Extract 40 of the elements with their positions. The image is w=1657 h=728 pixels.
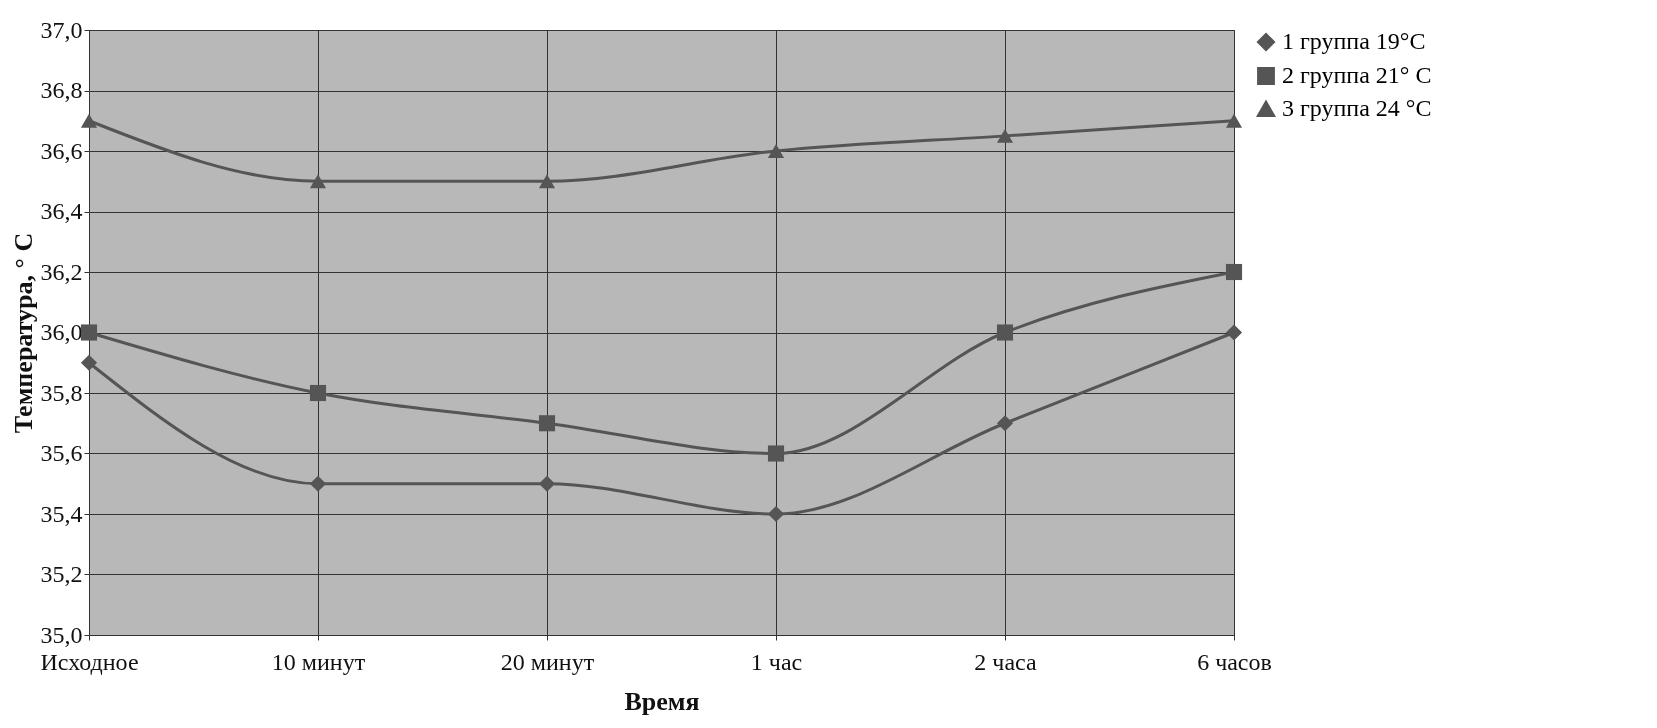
- y-axis-title: Температура, ° C: [8, 232, 38, 434]
- point: [1225, 324, 1243, 341]
- y-tick-label: 36,2: [40, 258, 83, 285]
- legend-label: 2 группа 21° C: [1282, 62, 1432, 88]
- x-tick-label: 1 час: [750, 648, 803, 675]
- point: [538, 174, 556, 189]
- x-tick-label: 2 часа: [974, 648, 1037, 675]
- point: [80, 324, 98, 341]
- y-tick-label: 36,4: [40, 198, 83, 224]
- legend-label: 3 группа 24 °C: [1282, 95, 1432, 121]
- y-tick-label: 36,6: [40, 137, 83, 164]
- point: [767, 445, 785, 462]
- x-tick-label: 6 часов: [1197, 648, 1272, 675]
- y-tick-label: 37,0: [40, 16, 83, 43]
- point: [996, 128, 1014, 143]
- point: [80, 113, 98, 128]
- point: [538, 475, 556, 492]
- point: [309, 384, 327, 402]
- y-tick-label: 35,4: [40, 500, 83, 527]
- point: [538, 415, 556, 432]
- y-tick-label: 35,2: [40, 561, 83, 587]
- x-tick-label: Исходное: [40, 648, 139, 675]
- point: [309, 174, 327, 189]
- y-tick-label: 35,8: [40, 379, 83, 406]
- y-tick-label: 35,0: [40, 621, 83, 648]
- y-tick-label: 36,0: [40, 319, 83, 345]
- point: [996, 324, 1014, 341]
- point: [996, 415, 1014, 432]
- point: [1225, 113, 1243, 128]
- x-tick-label: 10 минут: [271, 648, 366, 675]
- point: [1225, 263, 1243, 281]
- point: [80, 354, 98, 371]
- legend-label: 1 группа 19°C: [1282, 28, 1426, 54]
- point: [309, 475, 327, 492]
- point: [767, 505, 785, 523]
- y-tick-label: 36,8: [40, 77, 83, 103]
- y-tick-label: 35,6: [40, 440, 83, 466]
- point: [767, 144, 785, 158]
- x-axis-title: Время: [624, 686, 700, 716]
- x-tick-label: 20 минут: [500, 648, 595, 675]
